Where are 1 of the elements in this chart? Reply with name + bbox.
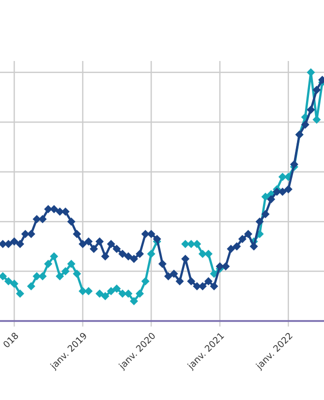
x-tick-label: 018	[2, 332, 19, 348]
